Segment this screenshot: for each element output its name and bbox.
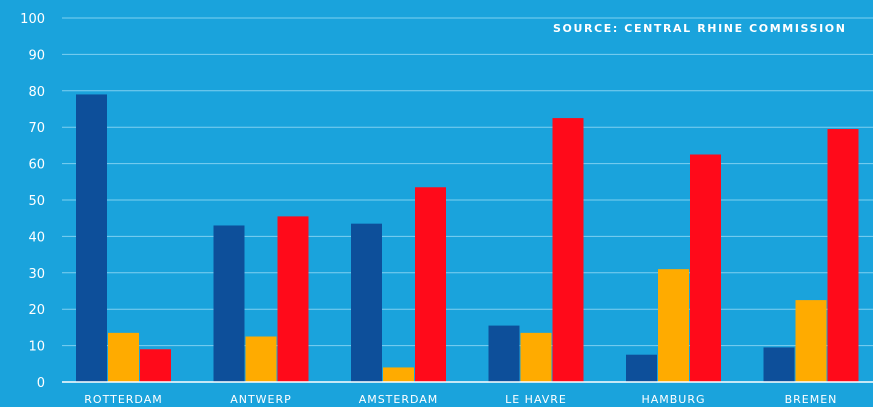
bar-layer bbox=[76, 94, 859, 382]
bar bbox=[626, 354, 657, 382]
y-tick-label: 20 bbox=[28, 303, 45, 318]
bar bbox=[795, 300, 827, 382]
bar bbox=[658, 269, 689, 382]
bar bbox=[552, 118, 584, 382]
y-tick-label: 40 bbox=[28, 230, 45, 245]
bar bbox=[140, 349, 171, 382]
bar bbox=[76, 94, 107, 382]
y-tick-label: 50 bbox=[28, 194, 45, 209]
x-tick-label: AMSTERDAM bbox=[359, 393, 439, 406]
source-label: SOURCE: CENTRAL RHINE COMMISSION bbox=[553, 22, 847, 35]
bar bbox=[277, 216, 309, 382]
y-tick-label: 30 bbox=[28, 267, 45, 282]
y-tick-label: 100 bbox=[20, 12, 45, 27]
bar bbox=[690, 154, 721, 382]
x-tick-label: HAMBURG bbox=[641, 393, 705, 406]
x-tick-label: BREMEN bbox=[785, 393, 838, 406]
x-tick-label: ROTTERDAM bbox=[84, 393, 162, 406]
grid-layer bbox=[62, 17, 873, 347]
bar bbox=[213, 225, 245, 382]
bar bbox=[488, 325, 520, 382]
y-tick-label: 60 bbox=[28, 158, 45, 173]
bar bbox=[763, 347, 795, 382]
bar bbox=[827, 129, 859, 382]
bar bbox=[520, 332, 552, 382]
bar bbox=[383, 367, 414, 382]
x-tick-label: ANTWERP bbox=[230, 393, 292, 406]
bar bbox=[108, 332, 139, 382]
bar bbox=[415, 187, 446, 382]
y-tick-label: 80 bbox=[28, 85, 45, 100]
y-tick-label: 70 bbox=[28, 121, 45, 136]
y-tick-label: 90 bbox=[28, 48, 45, 63]
axis-layer: 0 10 20 30 40 50 60 70 80 90 100 ROTTERDAM ANTWERP AM… bbox=[20, 12, 873, 406]
bar bbox=[351, 223, 382, 382]
x-tick-label: LE HAVRE bbox=[505, 393, 567, 406]
bar bbox=[245, 336, 277, 382]
y-tick-label: 10 bbox=[28, 340, 45, 355]
y-tick-label: 0 bbox=[37, 376, 45, 391]
